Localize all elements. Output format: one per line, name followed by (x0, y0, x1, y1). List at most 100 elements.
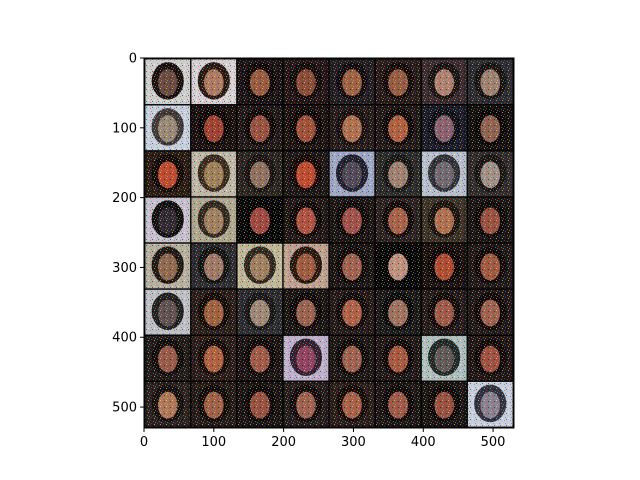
tile-noise (237, 381, 283, 427)
face-tile (467, 197, 513, 243)
face-tile (375, 59, 421, 105)
y-tick-label: 500 (112, 401, 137, 416)
y-tick-label: 200 (112, 191, 137, 206)
tile-noise (375, 289, 421, 335)
tile-noise (421, 381, 467, 427)
face-tile (191, 243, 237, 289)
tile-noise (421, 197, 467, 243)
tile-noise (467, 197, 513, 243)
tile-noise (283, 59, 329, 105)
face-tile (237, 289, 283, 335)
face-tile (329, 289, 375, 335)
y-tick-label: 400 (112, 331, 137, 346)
tile-noise (421, 289, 467, 335)
face-tile (237, 381, 283, 427)
face-tile (329, 243, 375, 289)
tile-noise (467, 151, 513, 197)
tile-noise (467, 289, 513, 335)
tile-noise (191, 105, 237, 151)
tile-noise (329, 59, 375, 105)
face-tile (145, 289, 191, 335)
face-tile (467, 105, 513, 151)
tile-noise (237, 59, 283, 105)
face-tile (283, 243, 329, 289)
tile-noise (421, 59, 467, 105)
tile-noise (191, 335, 237, 381)
face-tile (237, 243, 283, 289)
tile-noise (329, 289, 375, 335)
face-tile (329, 197, 375, 243)
tile-noise (283, 243, 329, 289)
face-tile (237, 105, 283, 151)
face-tile (329, 335, 375, 381)
face-tile (191, 151, 237, 197)
y-tick-label: 0 (129, 52, 137, 67)
tile-noise (283, 151, 329, 197)
face-tile (375, 105, 421, 151)
tile-noise (283, 335, 329, 381)
tile-noise (237, 105, 283, 151)
face-tile (145, 381, 191, 427)
face-tile (421, 381, 467, 427)
tile-noise (375, 335, 421, 381)
tile-noise (145, 243, 191, 289)
face-tile (329, 151, 375, 197)
face-tile (375, 151, 421, 197)
tile-noise (329, 335, 375, 381)
face-tile (283, 289, 329, 335)
face-tile (467, 335, 513, 381)
tile-noise (283, 197, 329, 243)
face-tile (283, 105, 329, 151)
x-tick-label: 400 (411, 435, 436, 450)
tile-noise (145, 197, 191, 243)
face-tile (191, 197, 237, 243)
face-tile (329, 105, 375, 151)
face-tile (421, 59, 467, 105)
tile-noise (145, 289, 191, 335)
tile-noise (191, 381, 237, 427)
face-tile (145, 335, 191, 381)
x-tick-label: 300 (341, 435, 366, 450)
tile-noise (467, 335, 513, 381)
tile-noise (421, 243, 467, 289)
y-tick-label: 100 (112, 121, 137, 136)
face-tile (283, 59, 329, 105)
face-tile (237, 151, 283, 197)
face-tile (191, 335, 237, 381)
axes-frame (143, 57, 515, 429)
image-grid (144, 58, 514, 428)
face-tile (421, 335, 467, 381)
face-tile (375, 289, 421, 335)
tile-noise (375, 151, 421, 197)
tile-noise (145, 381, 191, 427)
tile-noise (467, 381, 513, 427)
tile-noise (191, 151, 237, 197)
tile-noise (375, 197, 421, 243)
face-tile (467, 243, 513, 289)
tile-noise (145, 105, 191, 151)
tile-noise (145, 151, 191, 197)
x-tick-label: 500 (481, 435, 506, 450)
tile-noise (237, 197, 283, 243)
tile-noise (467, 59, 513, 105)
tile-noise (191, 243, 237, 289)
face-tile (283, 151, 329, 197)
face-tile (191, 381, 237, 427)
face-tile (375, 243, 421, 289)
face-tile (191, 289, 237, 335)
tile-noise (329, 151, 375, 197)
tile-noise (191, 289, 237, 335)
face-tile (237, 197, 283, 243)
tile-noise (375, 105, 421, 151)
tile-noise (329, 381, 375, 427)
x-tick-label: 0 (140, 435, 148, 450)
face-tile (145, 59, 191, 105)
face-tile (467, 289, 513, 335)
face-tile (145, 105, 191, 151)
tile-noise (237, 243, 283, 289)
tile-noise (375, 381, 421, 427)
tile-noise (237, 151, 283, 197)
face-tile (421, 243, 467, 289)
tile-noise (421, 151, 467, 197)
